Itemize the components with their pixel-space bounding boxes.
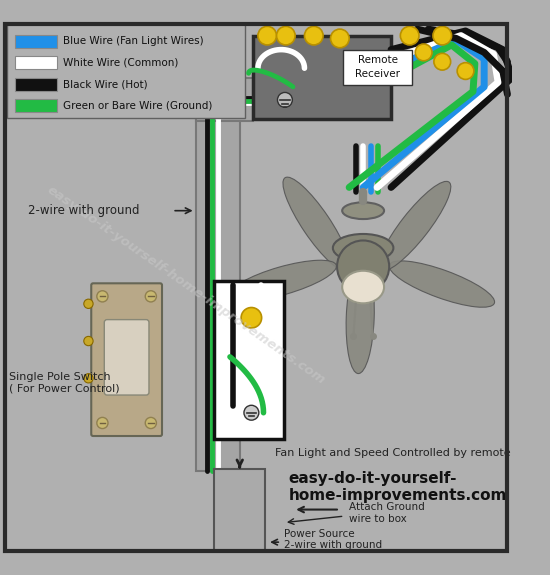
- Text: Power Source
2-wire with ground: Power Source 2-wire with ground: [284, 528, 382, 550]
- Bar: [8, 25, 245, 117]
- Text: easy-do-it-yourself-home-improvements.com: easy-do-it-yourself-home-improvements.co…: [45, 183, 328, 387]
- Circle shape: [337, 240, 389, 293]
- Circle shape: [305, 26, 323, 45]
- Ellipse shape: [342, 271, 384, 304]
- Text: Green or Bare Wire (Ground): Green or Bare Wire (Ground): [63, 101, 213, 110]
- Ellipse shape: [333, 234, 393, 262]
- Circle shape: [84, 299, 93, 308]
- Bar: [15, 78, 57, 91]
- FancyBboxPatch shape: [104, 320, 149, 395]
- Bar: [196, 78, 253, 121]
- Text: Black Wire (Hot): Black Wire (Hot): [63, 79, 148, 89]
- Bar: [15, 56, 57, 69]
- Bar: [196, 113, 240, 471]
- Circle shape: [331, 29, 349, 48]
- Circle shape: [84, 374, 93, 383]
- Text: 2-wire with ground: 2-wire with ground: [28, 204, 140, 217]
- Text: easy-do-it-yourself-
home-improvements.com: easy-do-it-yourself- home-improvements.c…: [289, 471, 507, 504]
- Text: Fan Light and Speed Controlled by remote: Fan Light and Speed Controlled by remote: [274, 448, 510, 458]
- Circle shape: [277, 26, 295, 45]
- Ellipse shape: [389, 261, 494, 307]
- Bar: [15, 99, 57, 112]
- FancyBboxPatch shape: [91, 283, 162, 436]
- Circle shape: [145, 291, 156, 302]
- Circle shape: [97, 291, 108, 302]
- Bar: [214, 281, 284, 439]
- Text: Single Pole Switch
( For Power Control): Single Pole Switch ( For Power Control): [9, 372, 120, 394]
- Circle shape: [244, 405, 259, 420]
- Circle shape: [457, 63, 474, 79]
- Bar: [343, 49, 412, 85]
- Circle shape: [84, 336, 93, 346]
- Bar: [15, 34, 57, 48]
- Circle shape: [400, 26, 419, 45]
- Text: Blue Wire (Fan Light Wires): Blue Wire (Fan Light Wires): [63, 36, 204, 46]
- Text: Remote: Remote: [358, 55, 398, 65]
- Ellipse shape: [342, 202, 384, 219]
- Circle shape: [415, 44, 432, 61]
- Text: Receiver: Receiver: [355, 69, 400, 79]
- Ellipse shape: [229, 260, 337, 301]
- Bar: [253, 36, 391, 120]
- Text: White Wire (Common): White Wire (Common): [63, 58, 179, 68]
- Circle shape: [97, 417, 108, 428]
- Ellipse shape: [378, 181, 451, 271]
- Circle shape: [241, 308, 262, 328]
- Text: Attach Ground
wire to box: Attach Ground wire to box: [349, 503, 425, 524]
- Circle shape: [277, 93, 293, 108]
- Circle shape: [433, 26, 452, 45]
- Circle shape: [258, 26, 277, 45]
- Ellipse shape: [283, 177, 350, 271]
- Circle shape: [434, 53, 450, 70]
- Ellipse shape: [346, 262, 375, 374]
- Circle shape: [145, 417, 156, 428]
- Bar: [214, 469, 265, 550]
